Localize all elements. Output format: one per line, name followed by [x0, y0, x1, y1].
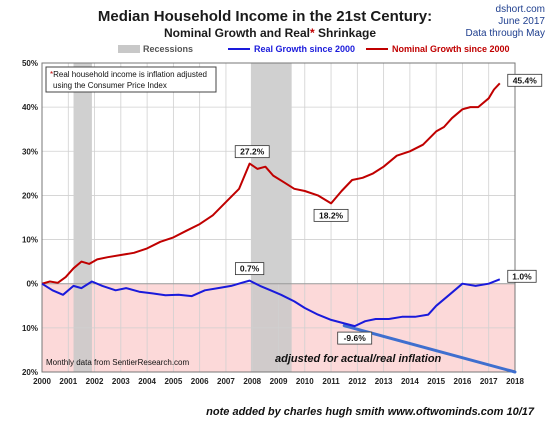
subtitle-star: * [310, 26, 315, 40]
source-line-1: dshort.com [496, 4, 545, 15]
adjusted-inflation-line [342, 324, 517, 374]
x-tick-label-2005: 2005 [164, 377, 182, 386]
callout-box-1 [234, 145, 270, 159]
legend-recessions-swatch [118, 45, 140, 53]
y-tick-label-50: 50% [22, 59, 38, 68]
callout-box-6 [507, 269, 537, 283]
callout-box-2 [313, 208, 349, 222]
x-tick-label-2007: 2007 [217, 377, 235, 386]
chart-subtitle: Nominal Growth and Real* Shrinkage [164, 26, 376, 40]
y-tick-label-0: 0% [26, 280, 38, 289]
x-tick-label-2008: 2008 [243, 377, 261, 386]
subtitle-part1: Nominal Growth and Real [164, 26, 310, 40]
subtitle-part2: Shrinkage [315, 26, 377, 40]
callout-box-5 [337, 331, 373, 345]
series-line-real [41, 278, 501, 328]
footer-note: note added by charles hugh smith www.oft… [206, 406, 535, 418]
x-tick-label-2003: 2003 [112, 377, 130, 386]
x-tick-label-2009: 2009 [270, 377, 288, 386]
adjusted-inflation-note: adjusted for actual/real inflation [275, 353, 442, 365]
x-tick-label-2015: 2015 [427, 377, 445, 386]
recession-band-1 [73, 63, 92, 372]
callout-box-4 [234, 262, 265, 276]
recession-band-2 [250, 63, 292, 372]
source-line-2: June 2017 [498, 16, 545, 27]
x-tick-label-2010: 2010 [296, 377, 314, 386]
note-box-frame [45, 66, 217, 93]
y-tick-label-30: 30% [22, 147, 38, 156]
x-tick-label-2014: 2014 [401, 377, 419, 386]
series-line-nominal [41, 82, 501, 285]
x-tick-label-2000: 2000 [33, 377, 51, 386]
legend-real-label: Real Growth since 2000 [254, 44, 355, 54]
note-box-star: * [50, 70, 53, 79]
callout-label-2: 18.2% [319, 210, 344, 220]
source-line-3: Data through May [466, 28, 546, 39]
x-tick-label-2016: 2016 [454, 377, 472, 386]
y-tick-label--10: 10% [22, 324, 38, 333]
x-tick-label-2004: 2004 [138, 377, 156, 386]
legend: Recessions Real Growth since 2000 Nomina… [118, 44, 510, 54]
callout-label-1: 27.2% [240, 147, 265, 157]
x-tick-label-2001: 2001 [59, 377, 77, 386]
x-tick-label-2018: 2018 [506, 377, 524, 386]
callout-label-4: 0.7% [240, 264, 260, 274]
note-box: *Real household income is inflation adju… [45, 66, 217, 93]
x-tick-label-2011: 2011 [322, 377, 340, 386]
callout-label-6: 1.0% [512, 271, 532, 281]
legend-recessions-label: Recessions [143, 44, 193, 54]
x-tick-label-2006: 2006 [191, 377, 209, 386]
y-tick-label-20: 20% [22, 191, 38, 200]
x-tick-label-2012: 2012 [348, 377, 366, 386]
callout-label-5: -9.6% [344, 333, 367, 343]
x-tick-label-2013: 2013 [375, 377, 393, 386]
y-tick-label--20: 20% [22, 368, 38, 377]
monthly-data-note: Monthly data from SentierResearch.com [46, 358, 190, 367]
plot-area-border [41, 62, 516, 373]
x-tick-label-2002: 2002 [86, 377, 104, 386]
x-tick-label-2017: 2017 [480, 377, 498, 386]
legend-nominal-label: Nominal Growth since 2000 [392, 44, 510, 54]
note-box-line-2: using the Consumer Price Index [53, 81, 167, 90]
callout-label-3: 45.4% [513, 75, 538, 85]
chart-title: Median Household Income in the 21st Cent… [98, 8, 432, 25]
note-box-line-1: *Real household income is inflation adju… [50, 70, 207, 79]
note-box-line-1-text: Real household income is inflation adjus… [53, 70, 207, 79]
callout-box-3 [507, 73, 543, 87]
y-tick-label-10: 10% [22, 236, 38, 245]
y-tick-label-40: 40% [22, 103, 38, 112]
